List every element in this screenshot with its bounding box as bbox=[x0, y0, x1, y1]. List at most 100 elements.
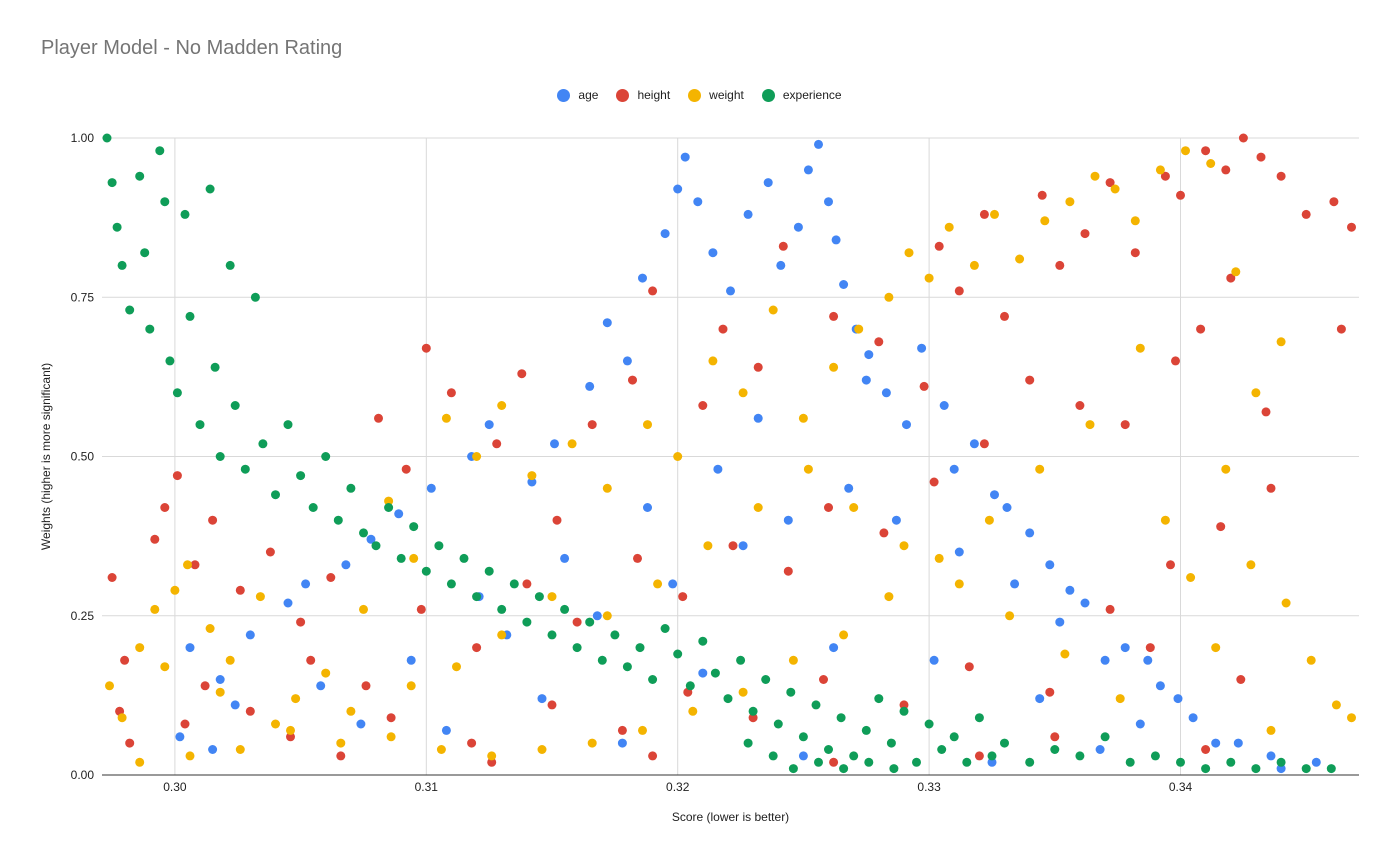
point-experience bbox=[814, 757, 823, 767]
chart-title: Player Model - No Madden Rating bbox=[41, 37, 343, 59]
point-height bbox=[421, 343, 431, 353]
legend-item-age[interactable]: age bbox=[557, 88, 598, 102]
point-experience bbox=[949, 732, 959, 742]
point-age bbox=[617, 738, 627, 748]
point-age bbox=[844, 483, 854, 493]
point-height bbox=[1050, 732, 1060, 742]
point-weight bbox=[673, 452, 683, 461]
point-age bbox=[341, 560, 351, 570]
point-experience bbox=[622, 662, 632, 672]
point-experience bbox=[359, 528, 368, 538]
point-height bbox=[1000, 311, 1009, 321]
point-weight bbox=[225, 655, 235, 665]
point-height bbox=[919, 381, 929, 391]
point-height bbox=[296, 617, 306, 627]
point-experience bbox=[185, 311, 195, 321]
point-weight bbox=[990, 209, 999, 219]
point-experience bbox=[1025, 757, 1035, 767]
point-experience bbox=[861, 725, 871, 735]
point-experience bbox=[215, 452, 225, 461]
point-experience bbox=[886, 738, 896, 748]
point-age bbox=[638, 273, 647, 283]
point-age bbox=[987, 757, 997, 767]
point-height bbox=[829, 311, 839, 321]
point-weight bbox=[1035, 464, 1045, 474]
point-experience bbox=[743, 738, 753, 748]
point-experience bbox=[112, 222, 122, 232]
legend-dot-icon bbox=[688, 88, 702, 102]
point-height bbox=[1201, 745, 1211, 754]
point-age bbox=[484, 420, 494, 430]
point-weight bbox=[798, 413, 808, 423]
point-weight bbox=[386, 732, 396, 742]
point-age bbox=[1055, 617, 1065, 627]
point-weight bbox=[1331, 700, 1341, 710]
point-experience bbox=[497, 604, 507, 614]
point-age bbox=[708, 248, 718, 258]
point-weight bbox=[1231, 267, 1241, 277]
point-age bbox=[698, 668, 708, 678]
point-experience bbox=[773, 719, 783, 729]
point-experience bbox=[1251, 764, 1261, 774]
point-height bbox=[286, 732, 295, 742]
point-height bbox=[783, 566, 793, 576]
point-experience bbox=[125, 305, 135, 315]
point-experience bbox=[987, 751, 997, 761]
legend-item-experience[interactable]: experience bbox=[761, 88, 842, 102]
point-weight bbox=[359, 604, 368, 614]
point-weight bbox=[643, 420, 652, 430]
point-age bbox=[1135, 719, 1145, 729]
legend-item-weight[interactable]: weight bbox=[688, 88, 744, 102]
point-height bbox=[829, 757, 839, 767]
point-height bbox=[1105, 178, 1115, 188]
point-experience bbox=[140, 248, 150, 258]
legend-label: weight bbox=[709, 88, 744, 102]
chart-legend: age height weight experience bbox=[0, 88, 1399, 102]
point-weight bbox=[441, 413, 451, 423]
point-experience bbox=[250, 292, 260, 302]
point-age bbox=[902, 420, 911, 430]
point-weight bbox=[497, 401, 507, 410]
point-weight bbox=[1135, 343, 1145, 353]
point-age bbox=[1035, 694, 1045, 704]
point-height bbox=[572, 617, 582, 627]
point-height bbox=[552, 515, 562, 525]
point-weight bbox=[1130, 216, 1140, 226]
point-age bbox=[301, 579, 311, 589]
point-experience bbox=[874, 694, 884, 704]
point-experience bbox=[346, 483, 356, 493]
y-tick-label: 0.25 bbox=[71, 609, 95, 623]
legend-item-height[interactable]: height bbox=[616, 88, 670, 102]
point-weight bbox=[255, 592, 265, 602]
point-experience bbox=[748, 706, 758, 716]
series-experience bbox=[102, 133, 1336, 774]
grid-lines bbox=[102, 137, 1359, 775]
point-age bbox=[175, 732, 185, 742]
point-experience bbox=[396, 553, 406, 563]
point-experience bbox=[1326, 764, 1336, 774]
point-age bbox=[560, 553, 570, 563]
point-experience bbox=[210, 362, 220, 372]
point-weight bbox=[160, 662, 170, 672]
point-weight bbox=[1085, 420, 1095, 430]
point-height bbox=[1025, 375, 1035, 385]
point-height bbox=[1055, 260, 1065, 270]
point-experience bbox=[135, 171, 145, 181]
point-height bbox=[472, 643, 482, 653]
point-weight bbox=[829, 362, 839, 372]
point-age bbox=[793, 222, 803, 232]
point-weight bbox=[1115, 694, 1125, 704]
point-experience bbox=[102, 133, 112, 143]
x-tick-label: 0.31 bbox=[415, 780, 439, 794]
point-weight bbox=[291, 694, 301, 704]
point-height bbox=[1336, 324, 1346, 334]
point-height bbox=[899, 700, 909, 710]
point-weight bbox=[884, 292, 894, 302]
point-weight bbox=[235, 745, 245, 754]
point-height bbox=[587, 420, 597, 430]
point-age bbox=[668, 579, 678, 589]
point-age bbox=[585, 381, 595, 391]
point-weight bbox=[497, 630, 507, 640]
point-height bbox=[107, 573, 117, 582]
point-age bbox=[185, 643, 195, 653]
